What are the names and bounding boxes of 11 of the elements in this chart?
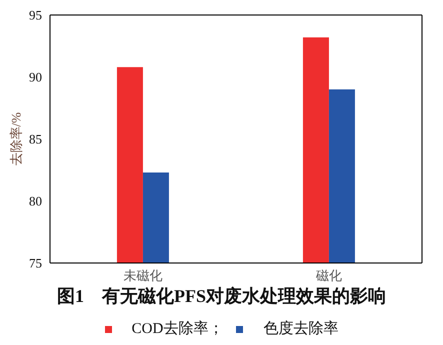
y-tick-label: 75 (29, 256, 42, 271)
text: 图1 有无磁化PFS对废水处理效果的影响 (56, 286, 387, 306)
y-axis-title: 去除率/% (8, 112, 24, 166)
y-tick-label: 85 (29, 132, 42, 147)
y-tick-label: 80 (29, 194, 42, 209)
y-tick-label: 90 (29, 70, 42, 85)
y-tick-label: 95 (29, 8, 42, 23)
x-tick-label: 磁化 (315, 268, 342, 284)
x-tick-label: 未磁化 (124, 268, 162, 284)
legend-label: 色度去除率 (263, 320, 338, 338)
legend-label: COD去除率； (132, 320, 224, 338)
